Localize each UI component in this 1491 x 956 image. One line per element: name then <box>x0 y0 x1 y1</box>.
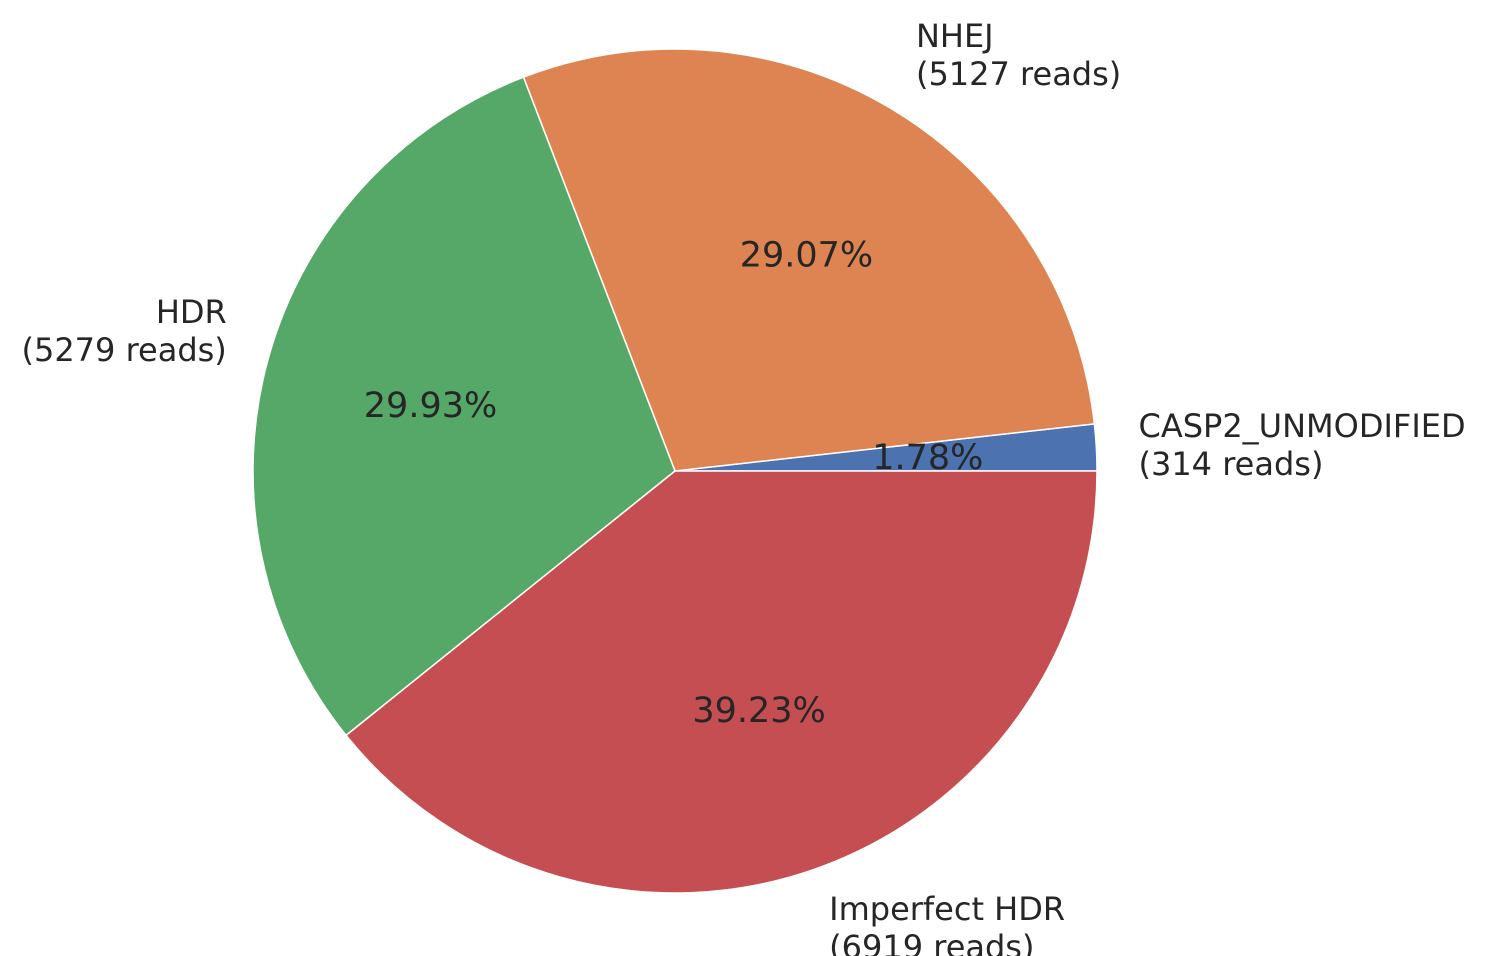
slice-label-casp2-unmodified: CASP2_UNMODIFIED (314 reads) <box>1138 407 1465 483</box>
slice-category-label: NHEJ <box>916 17 994 55</box>
slice-reads-label: (6919 reads) <box>829 928 1034 956</box>
slice-label-nhej: NHEJ (5127 reads) <box>916 17 1121 93</box>
slice-percent-casp2-unmodified: 1.78% <box>872 438 983 478</box>
slice-percent-hdr: 29.93% <box>364 386 497 426</box>
slice-reads-label: (314 reads) <box>1138 445 1323 483</box>
slice-label-imperfect-hdr: Imperfect HDR (6919 reads) <box>829 890 1065 956</box>
slice-category-label: Imperfect HDR <box>829 890 1065 928</box>
slice-reads-label: (5279 reads) <box>21 331 226 369</box>
pie-slice-nhej <box>522 48 1096 472</box>
slice-category-label: HDR <box>156 293 227 331</box>
slice-reads-label: (5127 reads) <box>916 55 1121 93</box>
labels-layer: CASP2_UNMODIFIED (314 reads) 1.78% NHEJ (512… <box>21 17 1465 956</box>
slice-percent-nhej: 29.07% <box>740 236 873 276</box>
slice-percent-imperfect-hdr: 39.23% <box>692 691 825 731</box>
slices-layer <box>252 48 1098 894</box>
pie-slice-imperfect-hdr <box>345 470 1098 894</box>
slice-category-label: CASP2_UNMODIFIED <box>1138 407 1465 445</box>
pie-slice-hdr <box>252 76 676 737</box>
slice-label-hdr: HDR (5279 reads) <box>21 293 226 369</box>
